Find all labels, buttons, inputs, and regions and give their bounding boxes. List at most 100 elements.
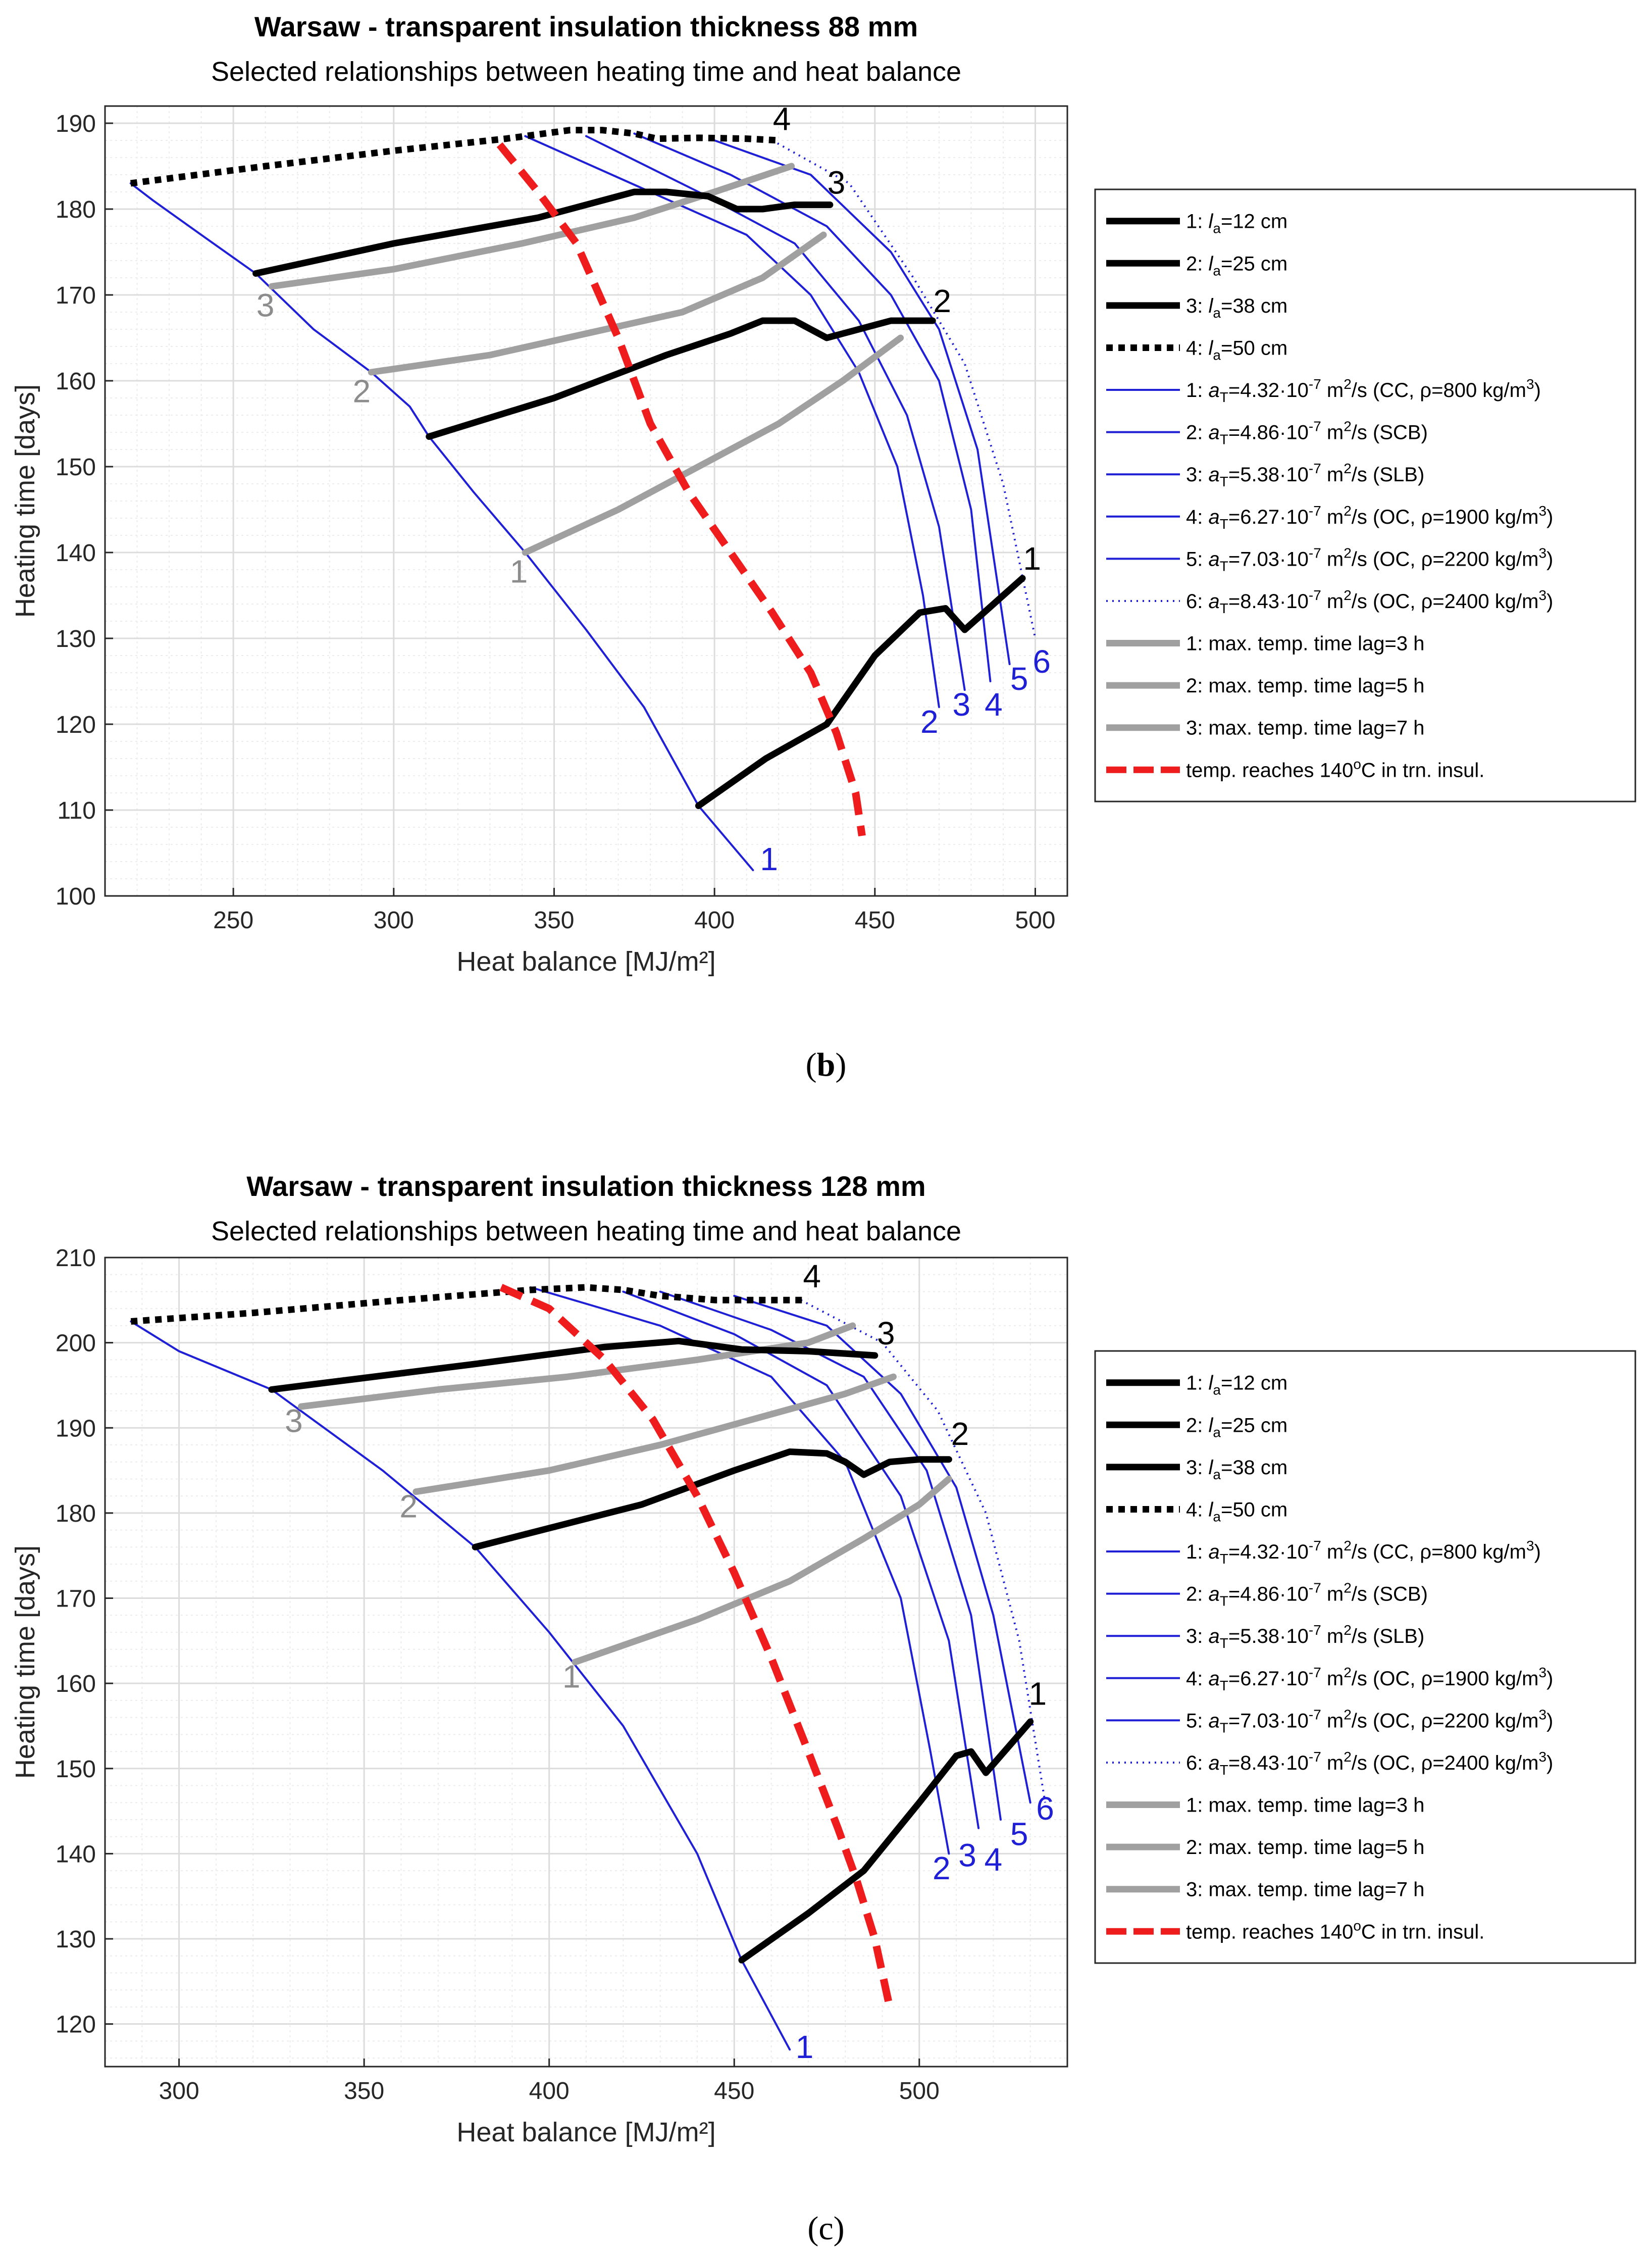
curve-label-blue: 6 (1036, 1790, 1054, 1827)
legend-entry: 5: aT=7.03·10-7 m2/s (OC, ρ=2200 kg/m3) (1186, 545, 1553, 574)
y-tick-label: 170 (56, 1586, 96, 1613)
series-line-gray-2 (368, 231, 827, 376)
legend-entry: 3: aT=5.38·10-7 m2/s (SLB) (1186, 461, 1424, 489)
x-tick-label: 300 (374, 907, 414, 934)
x-tick-label: 450 (855, 907, 895, 934)
x-tick-label: 450 (714, 2078, 754, 2104)
legend-entry: 2: la=25 cm (1186, 1414, 1287, 1440)
curve-label-blue: 5 (1010, 661, 1028, 697)
curve-label-blue: 6 (1032, 643, 1051, 680)
y-tick-label: 200 (56, 1330, 96, 1357)
series-line-gray-2 (412, 1373, 897, 1495)
y-tick-label: 140 (56, 540, 96, 567)
legend-entry: 3: max. temp. time lag=7 h (1186, 1879, 1424, 1901)
y-tick-label: 120 (56, 712, 96, 738)
curve-label-black: 1 (1029, 1675, 1047, 1712)
series-line-blue-dotted-6 (771, 139, 1037, 639)
panel-label: (b) (806, 1046, 847, 1083)
series-line-black-3 (252, 188, 834, 277)
x-tick-label: 400 (694, 907, 735, 934)
legend-entry: 2: aT=4.86·10-7 m2/s (SCB) (1186, 419, 1428, 447)
y-tick-label: 120 (56, 2012, 96, 2038)
y-tick-label: 190 (56, 111, 96, 137)
legend-entry: 3: aT=5.38·10-7 m2/s (SLB) (1186, 1622, 1424, 1651)
series-line-black-1 (695, 575, 1026, 809)
curve-label-black: 2 (933, 283, 951, 319)
series-line-red-dashed-red (496, 142, 866, 837)
y-axis-label: Heating time [days] (10, 1545, 40, 1779)
curve-label-blue: 1 (796, 2029, 814, 2065)
legend-entry: 6: aT=8.43·10-7 m2/s (OC, ρ=2400 kg/m3) (1186, 1749, 1553, 1778)
chart-subtitle: Selected relationships between heating t… (211, 57, 961, 87)
curve-label-gray: 3 (285, 1403, 303, 1439)
legend-entry: 4: la=50 cm (1186, 337, 1287, 363)
curve-label-black: 4 (773, 101, 791, 137)
series-group (130, 1284, 1046, 2051)
legend-entry: 4: aT=6.27·10-7 m2/s (OC, ρ=1900 kg/m3) (1186, 503, 1553, 532)
y-tick-label: 180 (56, 196, 96, 223)
legend-entry: 1: max. temp. time lag=3 h (1186, 1794, 1424, 1817)
y-tick-label: 150 (56, 454, 96, 481)
curve-label-gray: 3 (256, 287, 275, 324)
legend-entry: 1: aT=4.32·10-7 m2/s (CC, ρ=800 kg/m3) (1186, 376, 1541, 405)
y-tick-label: 180 (56, 1500, 96, 1527)
series-line-black-2 (426, 317, 936, 440)
y-tick-label: 130 (56, 1926, 96, 1953)
series-line-blue-1 (129, 182, 754, 871)
series-line-red-dashed-red (499, 1284, 894, 2008)
legend-entry: 3: la=38 cm (1186, 295, 1287, 321)
legend-entry: 2: max. temp. time lag=5 h (1186, 675, 1424, 697)
series-line-gray-1 (572, 1475, 952, 1666)
axes-frame (104, 105, 1068, 897)
x-tick-label: 500 (1015, 907, 1055, 934)
chart-panel-c: Warsaw - transparent insulation thicknes… (10, 1170, 1636, 2247)
curve-label-gray: 1 (510, 554, 528, 590)
y-tick-label: 140 (56, 1841, 96, 1868)
legend-entry: temp. reaches 140oC in trn. insul. (1186, 1918, 1484, 1943)
legend-entry: 5: aT=7.03·10-7 m2/s (OC, ρ=2200 kg/m3) (1186, 1707, 1553, 1735)
y-tick-label: 130 (56, 626, 96, 653)
curve-label-blue: 1 (760, 841, 778, 877)
curve-label-gray: 2 (399, 1488, 418, 1524)
series-line-blue-3 (622, 1290, 980, 1829)
chart-title: Warsaw - transparent insulation thicknes… (246, 1170, 925, 1202)
series-line-blue-4 (659, 1290, 1002, 1821)
x-tick-label: 300 (159, 2078, 199, 2104)
legend-entry: 2: la=25 cm (1186, 253, 1287, 278)
y-tick-label: 110 (57, 797, 96, 824)
series-line-blue-5 (713, 139, 1011, 665)
legend-entry: 6: aT=8.43·10-7 m2/s (OC, ρ=2400 kg/m3) (1186, 587, 1553, 616)
series-line-blue-3 (585, 135, 966, 691)
series-line-gray-3 (268, 163, 795, 290)
axes-frame (104, 1257, 1068, 2068)
legend-box (1094, 188, 1636, 803)
legend-entry: 1: aT=4.32·10-7 m2/s (CC, ρ=800 kg/m3) (1186, 1538, 1541, 1567)
curve-label-black: 3 (828, 164, 846, 200)
legend-entry: 2: aT=4.86·10-7 m2/s (SCB) (1186, 1580, 1428, 1609)
series-line-blue-1 (130, 1320, 791, 2051)
series-line-gray-3 (298, 1322, 856, 1410)
y-tick-label: 160 (56, 1671, 96, 1697)
y-tick-label: 160 (56, 368, 96, 395)
x-tick-label: 350 (534, 907, 574, 934)
grid (105, 106, 1068, 897)
y-tick-label: 210 (56, 1245, 96, 1272)
x-tick-label: 400 (529, 2078, 570, 2104)
series-line-blue-5 (733, 1294, 1031, 1804)
y-axis-label: Heating time [days] (10, 384, 40, 618)
legend-entry: 1: max. temp. time lag=3 h (1186, 633, 1424, 655)
grid (105, 1257, 1068, 2067)
legend: 1: la=12 cm 2: la=25 cm 3: la=38 cm 4: la=5… (1094, 1350, 1636, 1964)
series-line-blue-4 (633, 132, 992, 682)
series-line-black-dotted-4 (130, 1284, 805, 1325)
chart-subtitle: Selected relationships between heating t… (211, 1216, 961, 1246)
curve-label-black: 4 (803, 1258, 821, 1294)
chart-title: Warsaw - transparent insulation thicknes… (254, 11, 918, 42)
y-tick-label: 100 (56, 883, 96, 910)
series-line-gray-1 (522, 334, 904, 556)
x-tick-label: 350 (344, 2078, 384, 2104)
y-tick-label: 190 (56, 1415, 96, 1442)
series-line-black-1 (738, 1718, 1034, 1964)
